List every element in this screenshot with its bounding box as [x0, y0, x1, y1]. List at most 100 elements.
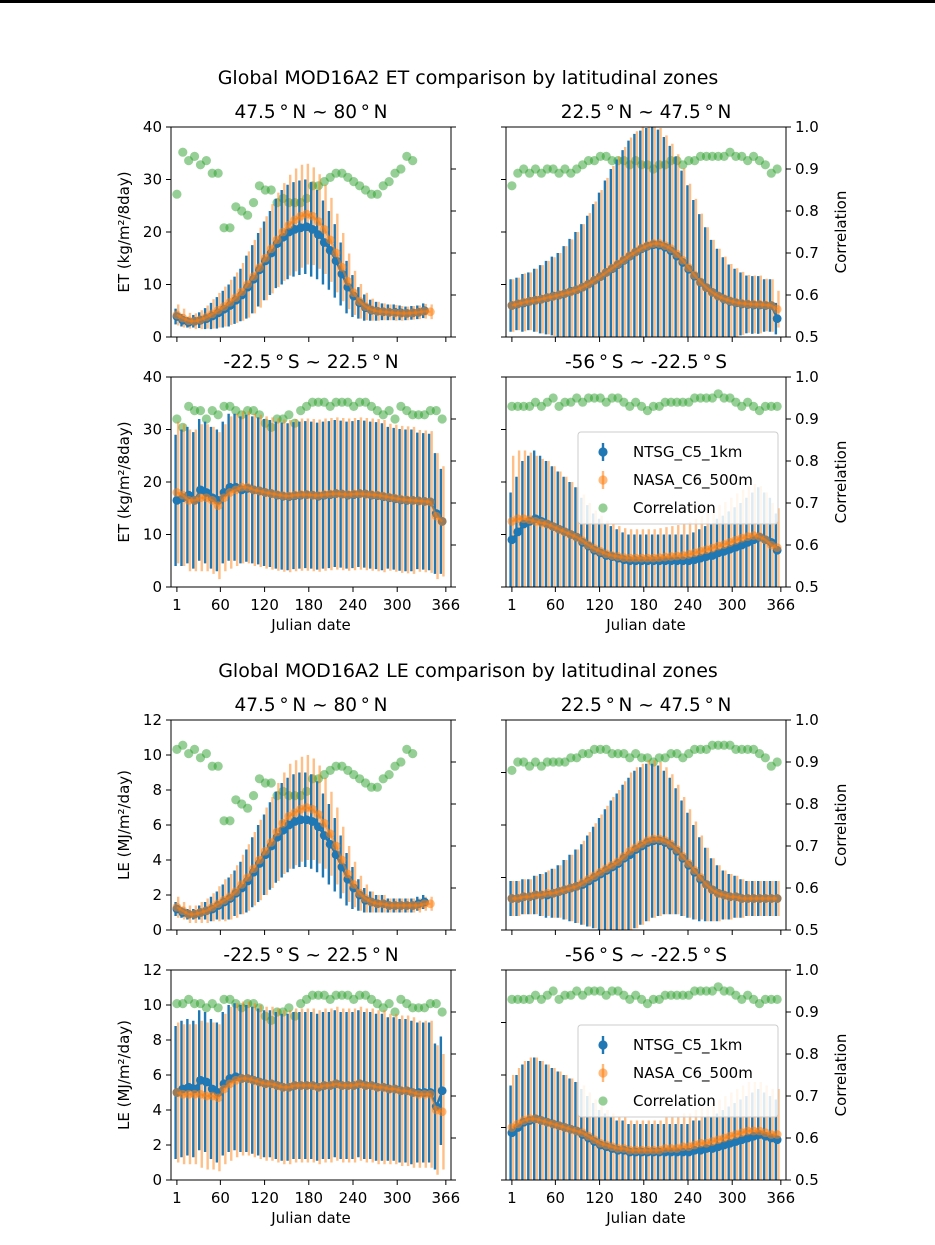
x-tick-label: 240 [339, 596, 368, 614]
y-tick-label: 30 [143, 171, 162, 189]
legend-marker [598, 1096, 608, 1106]
x-axis-label: Julian date [605, 616, 686, 634]
y-tick-label: 20 [143, 223, 162, 241]
right-tick-label: 0.9 [795, 160, 819, 178]
data-point [613, 857, 623, 867]
data-point [684, 263, 694, 273]
data-point [272, 827, 282, 837]
data-point [207, 495, 217, 505]
correlation-point [213, 410, 223, 420]
x-tick-label: 180 [294, 596, 323, 614]
right-tick-label: 1.0 [795, 711, 819, 729]
correlation-point [254, 410, 265, 420]
right-tick-label: 0.5 [795, 578, 819, 596]
y-tick-label: 4 [152, 1101, 162, 1119]
data-point [313, 217, 323, 226]
panel-title: 47.5 ° N ~ 80 ° N [235, 102, 388, 123]
legend-label: NASA_C6_500m [633, 1064, 753, 1083]
right-tick-label: 1.0 [795, 118, 819, 136]
data-point [337, 262, 347, 272]
y-tick-label: 0 [152, 328, 162, 346]
legend-label: NTSG_C5_1km [633, 443, 742, 462]
panel-title: 22.5 ° N ~ 47.5 ° N [561, 695, 732, 716]
data-point [266, 244, 276, 254]
y-tick-label: 2 [152, 1136, 162, 1154]
data-point [331, 248, 341, 258]
correlation-point [201, 749, 211, 759]
data-point [278, 227, 288, 237]
right-axis-label: Correlation [832, 191, 850, 274]
correlation-point [772, 401, 782, 411]
x-tick-label: 60 [211, 1189, 230, 1207]
correlation-point [390, 414, 400, 424]
legend-label: Correlation [633, 499, 716, 517]
data-point [325, 829, 335, 839]
y-tick-label: 10 [143, 276, 162, 294]
data-point [337, 855, 347, 865]
panel-title: -22.5 ° S ~ 22.5 ° N [223, 945, 398, 966]
panel-title: 47.5 ° N ~ 80 ° N [235, 695, 388, 716]
correlation-point [266, 422, 276, 432]
correlation-point [178, 147, 188, 157]
data-point [313, 810, 323, 819]
correlation-point [290, 418, 300, 428]
x-tick-label: 1 [172, 596, 182, 614]
data-point [243, 873, 253, 882]
data-point [325, 235, 335, 245]
x-tick-label: 300 [383, 1189, 412, 1207]
x-tick-label: 366 [432, 596, 461, 614]
data-point [690, 866, 700, 875]
data-point [666, 839, 676, 849]
data-point [225, 297, 235, 307]
correlation-point [290, 1011, 300, 1021]
x-tick-label: 60 [546, 596, 565, 614]
data-point [425, 307, 435, 317]
correlation-point [408, 749, 418, 759]
legend-marker [598, 475, 608, 485]
x-tick-label: 120 [585, 1189, 614, 1207]
panel-title: -56 ° S ~ -22.5 ° S [565, 945, 727, 966]
correlation-point [201, 156, 211, 166]
y-tick-label: 40 [143, 368, 162, 386]
x-tick-label: 366 [767, 1189, 796, 1207]
legend-label: NTSG_C5_1km [633, 1036, 742, 1055]
correlation-point [213, 761, 223, 771]
series-line [176, 806, 431, 916]
data-point [666, 244, 676, 254]
data-point [308, 211, 317, 221]
panel-8: -56 ° S ~ -22.5 ° S 1 60 120 180 240 300 366 Jul… [501, 945, 850, 1227]
data-point [284, 220, 294, 230]
x-tick-label: 120 [585, 596, 614, 614]
right-tick-label: 0.6 [795, 879, 819, 897]
right-tick-label: 0.5 [795, 921, 819, 939]
correlation-point [254, 1003, 265, 1013]
right-tick-label: 0.9 [795, 753, 819, 771]
data-point [319, 224, 329, 234]
right-tick-label: 0.7 [795, 837, 819, 855]
x-tick-label: 180 [629, 1189, 658, 1207]
data-point [308, 817, 317, 826]
data-point [178, 490, 188, 500]
data-point [772, 543, 782, 553]
data-point [313, 230, 323, 240]
data-point [213, 1093, 223, 1103]
right-tick-label: 0.7 [795, 1087, 819, 1105]
y-tick-label: 8 [152, 1031, 162, 1049]
y-axis-label: ET (kg/m²/8day) [115, 421, 133, 542]
correlation-point [178, 422, 188, 432]
data-point [266, 838, 276, 847]
correlation-point [201, 414, 211, 424]
data-point [255, 855, 264, 865]
correlation-point [284, 1003, 294, 1013]
correlation-point [195, 406, 206, 416]
data-point [219, 493, 229, 503]
y-tick-label: 8 [152, 781, 162, 799]
data-point [702, 283, 711, 293]
correlation-point [189, 744, 200, 755]
x-axis-label: Julian date [270, 616, 351, 634]
data-point [772, 314, 782, 324]
correlation-point [437, 1007, 447, 1017]
figure-title-le: Global MOD16A2 LE comparison by latitudi… [218, 660, 718, 682]
figure-title-et: Global MOD16A2 ET comparison by latitudi… [218, 67, 719, 89]
